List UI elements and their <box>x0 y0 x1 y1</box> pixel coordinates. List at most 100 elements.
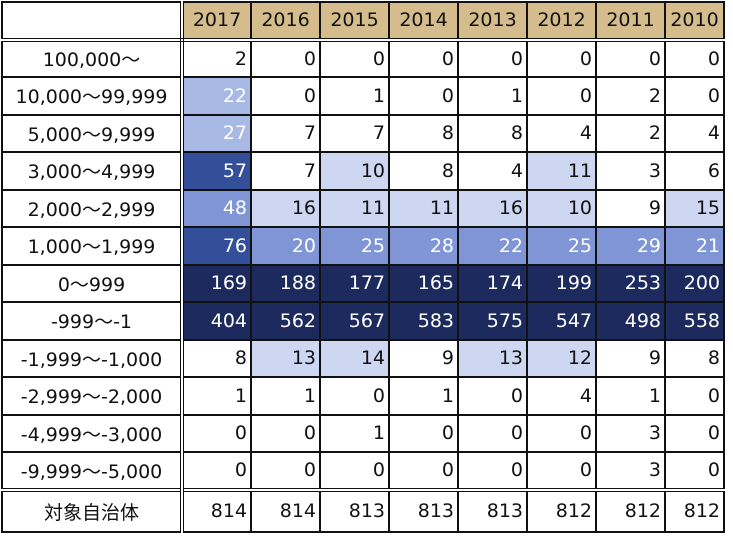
column-header-2011: 2011 <box>595 1 666 42</box>
total-cell: 813 <box>319 487 390 533</box>
row-label: 0～999 <box>1 263 184 303</box>
table-cell: 174 <box>457 263 528 303</box>
table-cell: 25 <box>526 226 597 266</box>
table-cell: 22 <box>181 76 252 116</box>
column-header-2010: 2010 <box>664 1 725 42</box>
table-cell: 562 <box>250 301 321 341</box>
header-row: 2017 2016 2015 2014 2013 2012 2011 2010 <box>1 1 725 42</box>
table-cell: 76 <box>181 226 252 266</box>
table-row: 1,000～1,999 76 20 25 28 22 25 29 21 <box>1 226 725 266</box>
table-cell: 4 <box>457 151 528 191</box>
table-cell: 0 <box>388 76 459 116</box>
table-cell: 48 <box>181 188 252 228</box>
table-cell: 0 <box>388 451 459 491</box>
table-cell: 0 <box>319 376 390 416</box>
table-cell: 1 <box>181 376 252 416</box>
table-cell: 6 <box>664 151 725 191</box>
table-cell: 583 <box>388 301 459 341</box>
table-cell: 0 <box>250 451 321 491</box>
table-cell: 2 <box>181 38 252 78</box>
table-cell: 29 <box>595 226 666 266</box>
table-cell: 0 <box>319 451 390 491</box>
table-cell: 9 <box>595 338 666 378</box>
total-cell: 812 <box>526 487 597 533</box>
table-cell: 0 <box>664 76 725 116</box>
table-cell: 0 <box>664 376 725 416</box>
table-cell: 8 <box>664 338 725 378</box>
table-cell: 253 <box>595 263 666 303</box>
table-cell: 0 <box>664 413 725 453</box>
table-cell: 20 <box>250 226 321 266</box>
total-cell: 812 <box>595 487 666 533</box>
table-cell: 0 <box>457 38 528 78</box>
table-cell: 14 <box>319 338 390 378</box>
table-cell: 165 <box>388 263 459 303</box>
table-cell: 12 <box>526 338 597 378</box>
table-cell: 3 <box>595 451 666 491</box>
table-cell: 22 <box>457 226 528 266</box>
table-cell: 21 <box>664 226 725 266</box>
row-label: 100,000～ <box>1 38 184 78</box>
row-label: -1,999～-1,000 <box>1 338 184 378</box>
table-cell: 0 <box>388 38 459 78</box>
table-cell: 1 <box>388 376 459 416</box>
table-cell: 0 <box>388 413 459 453</box>
table-cell: 169 <box>181 263 252 303</box>
total-cell: 814 <box>181 487 252 533</box>
total-cell: 812 <box>664 487 725 533</box>
table-cell: 1 <box>250 376 321 416</box>
table-cell: 57 <box>181 151 252 191</box>
table-cell: 0 <box>526 451 597 491</box>
table-cell: 3 <box>595 413 666 453</box>
table-row: 10,000～99,999 22 0 1 0 1 0 2 0 <box>1 76 725 116</box>
table-row: -2,999～-2,000 1 1 0 1 0 4 1 0 <box>1 376 725 416</box>
table-cell: 16 <box>250 188 321 228</box>
table-cell: 0 <box>526 38 597 78</box>
table-cell: 8 <box>181 338 252 378</box>
table-row: -999～-1 404 562 567 583 575 547 498 558 <box>1 301 725 341</box>
table-cell: 2 <box>595 113 666 153</box>
corner-cell <box>1 1 184 42</box>
table-cell: 0 <box>250 413 321 453</box>
table-cell: 4 <box>664 113 725 153</box>
table-cell: 200 <box>664 263 725 303</box>
table-cell: 0 <box>181 451 252 491</box>
row-label: 3,000～4,999 <box>1 151 184 191</box>
table-cell: 11 <box>319 188 390 228</box>
column-header-2012: 2012 <box>526 1 597 42</box>
table-cell: 11 <box>526 151 597 191</box>
table-cell: 547 <box>526 301 597 341</box>
table-cell: 10 <box>526 188 597 228</box>
table-cell: 498 <box>595 301 666 341</box>
table-cell: 0 <box>664 38 725 78</box>
table-row: -1,999～-1,000 8 13 14 9 13 12 9 8 <box>1 338 725 378</box>
row-label: 5,000～9,999 <box>1 113 184 153</box>
table-cell: 1 <box>319 76 390 116</box>
table-cell: 177 <box>319 263 390 303</box>
column-header-2014: 2014 <box>388 1 459 42</box>
table-cell: 8 <box>457 113 528 153</box>
table-cell: 4 <box>526 376 597 416</box>
table-cell: 0 <box>526 76 597 116</box>
total-cell: 813 <box>388 487 459 533</box>
row-label: -4,999～-3,000 <box>1 413 184 453</box>
table-cell: 1 <box>457 76 528 116</box>
table-cell: 4 <box>526 113 597 153</box>
table-cell: 7 <box>250 151 321 191</box>
table-cell: 2 <box>595 76 666 116</box>
total-cell: 813 <box>457 487 528 533</box>
table-cell: 10 <box>319 151 390 191</box>
row-label: 2,000～2,999 <box>1 188 184 228</box>
table-cell: 0 <box>250 38 321 78</box>
table-row: 0～999 169 188 177 165 174 199 253 200 <box>1 263 725 303</box>
table-row: 100,000～ 2 0 0 0 0 0 0 0 <box>1 38 725 78</box>
table-cell: 13 <box>457 338 528 378</box>
table-cell: 575 <box>457 301 528 341</box>
table-row: 5,000～9,999 27 7 7 8 8 4 2 4 <box>1 113 725 153</box>
table-cell: 404 <box>181 301 252 341</box>
table-row: 2,000～2,999 48 16 11 11 16 10 9 15 <box>1 188 725 228</box>
table-cell: 0 <box>319 38 390 78</box>
table-cell: 16 <box>457 188 528 228</box>
data-table: 2017 2016 2015 2014 2013 2012 2011 2010 100,000… <box>1 1 725 533</box>
table-cell: 7 <box>250 113 321 153</box>
